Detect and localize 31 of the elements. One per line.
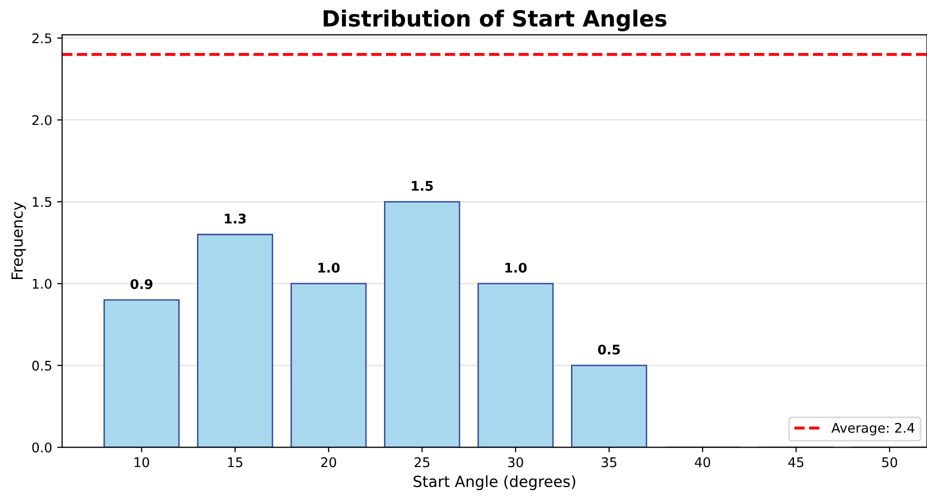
legend-label: Average: 2.4 xyxy=(831,422,914,436)
x-tick-label: 10 xyxy=(134,457,150,468)
data-label: 1.0 xyxy=(505,262,527,273)
data-label: 0.5 xyxy=(598,344,620,355)
bar xyxy=(477,282,554,448)
x-tick-label: 35 xyxy=(602,457,616,468)
x-tick-label: 20 xyxy=(321,457,336,468)
x-axis-title: Start Angle (degrees) xyxy=(414,475,576,490)
x-tick-label: 50 xyxy=(882,457,898,468)
y-tick-label: 0.0 xyxy=(32,442,52,452)
y-tick-label: 1.5 xyxy=(32,197,52,207)
data-label: 1.3 xyxy=(224,214,246,224)
y-tick-label: 2.5 xyxy=(32,33,52,44)
x-tick-label: 40 xyxy=(694,457,710,468)
bar xyxy=(384,201,460,448)
y-tick-label: 0.5 xyxy=(32,360,52,371)
bar xyxy=(103,299,180,448)
data-label: 0.9 xyxy=(130,279,152,290)
y-tick-label: 1.0 xyxy=(32,278,52,289)
x-tick-label: 25 xyxy=(414,457,430,468)
y-axis-title: Frequency xyxy=(12,202,26,280)
chart-title: Distribution of Start Angles xyxy=(324,10,666,32)
x-tick-label: 15 xyxy=(228,457,242,468)
data-label: 1.5 xyxy=(412,181,433,191)
data-label: 1.0 xyxy=(318,262,340,273)
x-tick-label: 45 xyxy=(788,457,804,468)
x-tick-label: 30 xyxy=(508,457,524,468)
bar xyxy=(290,282,367,448)
y-tick-label: 2.0 xyxy=(32,115,52,126)
bar xyxy=(571,364,648,448)
bar xyxy=(196,234,274,448)
